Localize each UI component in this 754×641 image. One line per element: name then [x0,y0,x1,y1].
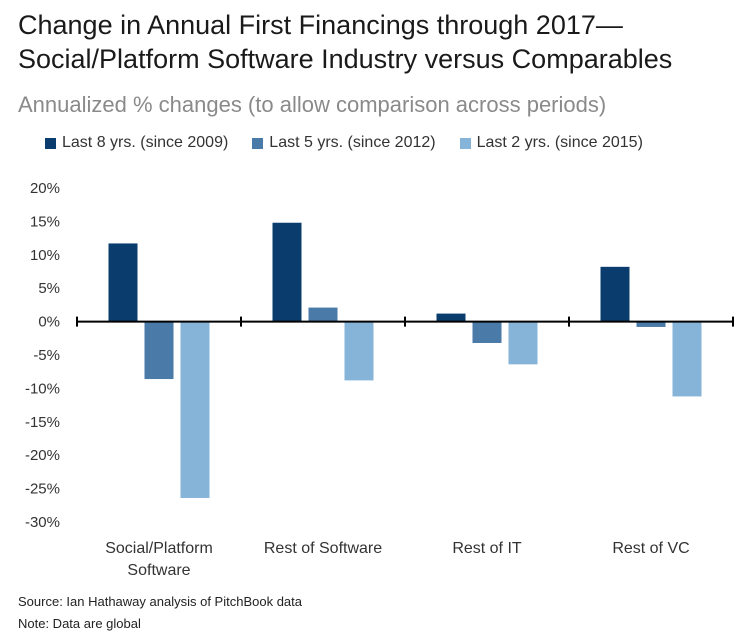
y-tick-label: 5% [38,280,60,297]
bar [636,321,666,327]
bar [180,321,210,498]
legend-label-series-3: Last 2 yrs. (since 2015) [476,134,643,151]
legend-label-series-2: Last 5 yrs. (since 2012) [269,134,436,151]
bar [144,321,174,380]
bar [272,222,302,322]
legend-swatch-series-3 [459,137,471,149]
chart-title-line-1: Change in Annual First Financings throug… [18,10,623,40]
y-tick-label: -15% [25,414,60,431]
legend-item-series-3: Last 2 yrs. (since 2015) [459,134,643,152]
y-tick-label: 20% [30,180,60,197]
source-note: Source: Ian Hathaway analysis of PitchBo… [18,594,302,609]
legend-item-series-1: Last 8 yrs. (since 2009) [45,134,228,152]
y-tick-label: -5% [33,347,60,364]
legend-swatch-series-1 [45,137,56,149]
x-category-label: Software [127,562,190,579]
y-tick-label: -30% [25,514,60,531]
chart-title: Change in Annual First Financings throug… [18,8,672,76]
bar [308,307,338,322]
y-tick-label: -20% [25,447,60,464]
bar [508,321,538,365]
y-tick-label: 0% [38,314,60,331]
bar [344,321,374,381]
legend-item-series-2: Last 5 yrs. (since 2012) [252,134,436,152]
bar [436,313,466,322]
x-category-label: Rest of VC [612,540,689,557]
chart-legend: Last 8 yrs. (since 2009) Last 5 yrs. (si… [45,134,643,152]
bar [672,321,702,397]
data-note: Note: Data are global [18,616,141,631]
x-category-label: Rest of Software [264,540,382,557]
bar [108,243,138,322]
legend-swatch-series-2 [252,137,264,149]
x-category-label: Rest of IT [452,540,522,557]
legend-label-series-1: Last 8 yrs. (since 2009) [62,134,229,151]
chart-title-line-2: Social/Platform Software Industry versus… [18,44,673,74]
y-tick-label: -10% [25,380,60,397]
chart-subtitle: Annualized % changes (to allow compariso… [18,92,607,117]
bar [600,266,630,322]
y-tick-label: 10% [30,247,60,264]
y-tick-label: 15% [30,213,60,230]
x-category-label: Social/Platform [105,540,213,557]
y-tick-label: -25% [25,481,60,498]
bar [472,321,502,343]
